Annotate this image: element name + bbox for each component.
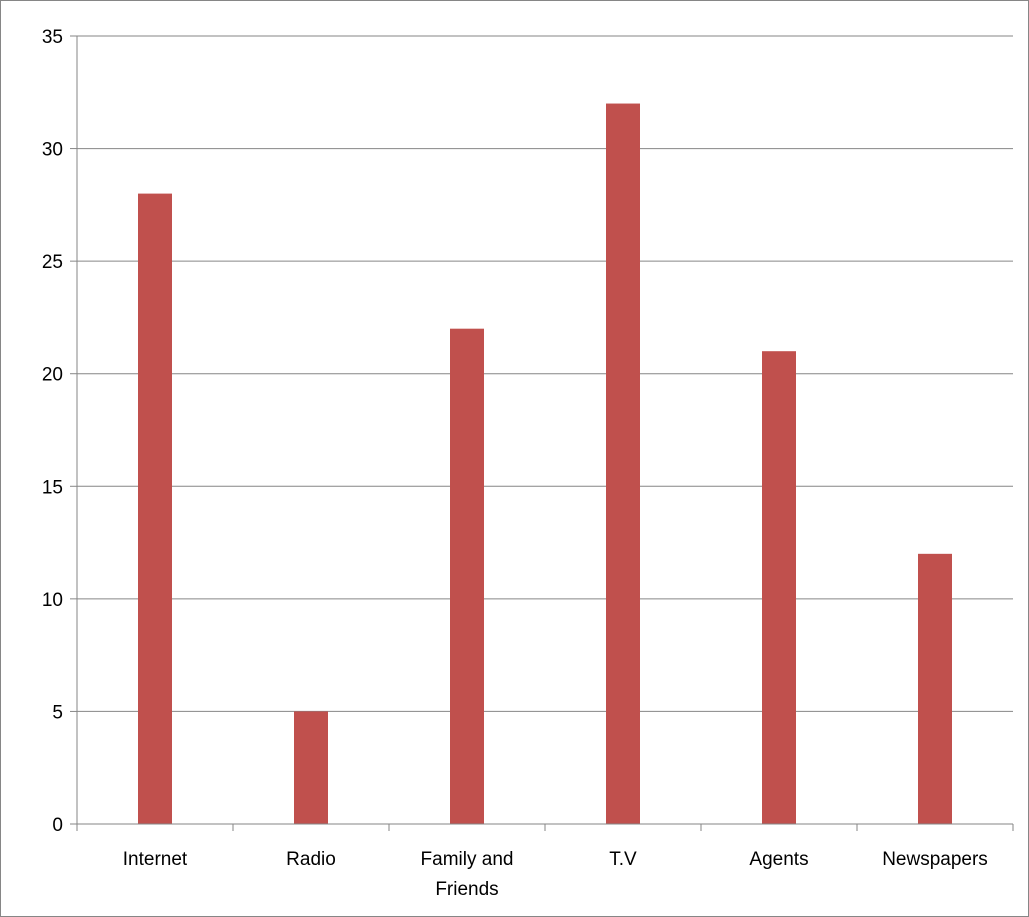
bar — [294, 711, 328, 824]
y-tick-label: 15 — [42, 477, 63, 498]
x-category-label: Newspapers — [882, 849, 988, 870]
y-tick-label: 5 — [52, 702, 63, 723]
x-category-label: Friends — [435, 879, 498, 900]
bar — [450, 328, 484, 824]
x-category-label: Agents — [749, 849, 808, 870]
x-category-label: Radio — [286, 849, 336, 870]
y-tick-label: 25 — [42, 252, 63, 273]
x-category-label: Family and — [421, 849, 514, 870]
x-category-label: Internet — [123, 849, 188, 870]
bar — [138, 193, 172, 825]
y-tick-label: 35 — [42, 27, 63, 48]
y-tick-label: 0 — [52, 815, 63, 836]
bar — [918, 553, 952, 824]
x-category-label: T.V — [609, 849, 637, 870]
bar — [762, 351, 796, 824]
y-tick-label: 30 — [42, 140, 63, 161]
bar — [606, 103, 640, 825]
y-tick-label: 20 — [42, 365, 63, 386]
y-tick-label: 10 — [42, 590, 63, 611]
